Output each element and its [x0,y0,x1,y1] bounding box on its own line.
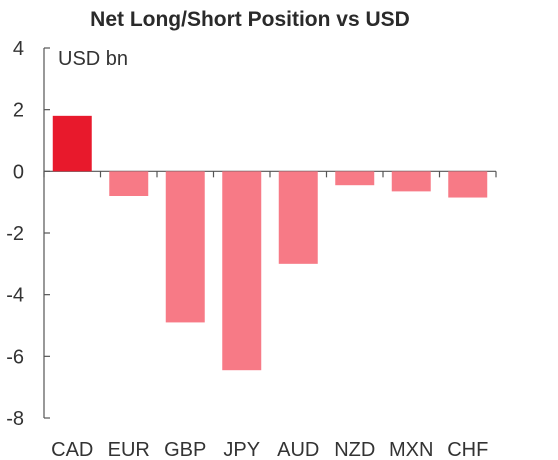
x-tick-labels: CAD EUR GBP JPY AUD NZD MXN CHF [51,439,488,460]
bar-jpy [222,171,262,371]
bar-mxn [391,171,431,192]
bar-eur [109,171,149,196]
bar-aud [278,171,318,264]
bar-cad [52,115,92,172]
x-tick-label: AUD [277,439,319,460]
x-tick-label: CAD [51,439,93,460]
x-tick-label: JPY [223,439,260,460]
y-tick-labels: 4 2 0 -2 -4 -6 -8 [6,38,24,430]
bars [52,115,488,371]
y-tick-label: -4 [6,285,24,307]
y-tick-label: -2 [6,223,24,245]
y-tick-label: 4 [13,38,24,60]
x-tick-label: EUR [108,439,150,460]
x-tick-label: GBP [164,439,206,460]
y-tick-label: -8 [6,408,24,430]
y-tick-label: 2 [13,100,24,122]
x-tick-label: NZD [334,439,375,460]
bar-chf [448,171,488,198]
y-tick-label: -6 [6,346,24,368]
bar-gbp [165,171,205,323]
axes [43,47,497,419]
x-tick-label: MXN [389,439,433,460]
unit-label: USD bn [58,48,129,70]
chart-title: Net Long/Short Position vs USD [90,8,410,31]
x-tick-label: CHF [447,439,488,460]
y-tick-label: 0 [13,161,24,183]
bar-nzd [335,171,375,186]
